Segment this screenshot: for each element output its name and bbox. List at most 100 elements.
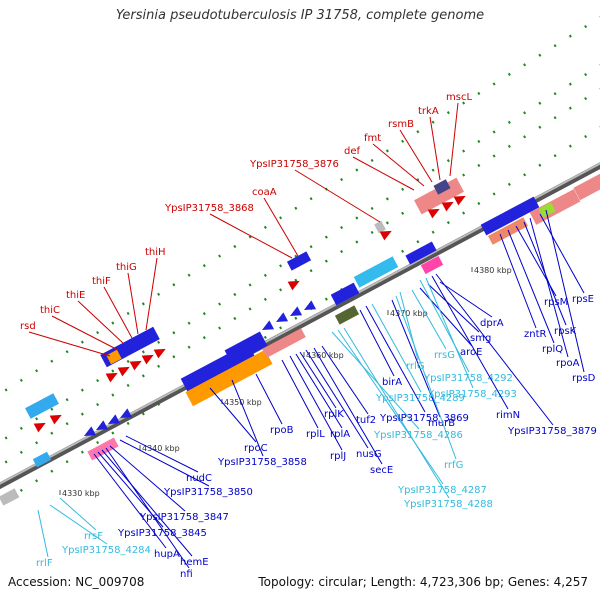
gene-label: fmt xyxy=(364,133,381,144)
gene-arrow xyxy=(129,360,142,371)
gene-label: rpoA xyxy=(556,358,580,369)
gene-label: nusG xyxy=(356,449,382,460)
gene-feature xyxy=(87,437,119,461)
gene-label: thiF xyxy=(92,276,111,287)
gene-leader-line xyxy=(313,347,383,465)
gene-leader-line xyxy=(429,116,441,181)
gene-feature xyxy=(334,305,360,325)
gene-label: YpsIP31758_4292 xyxy=(423,373,513,384)
accession-text: Accession: NC_009708 xyxy=(8,575,145,589)
gene-label: secE xyxy=(370,465,393,476)
gene-feature xyxy=(224,331,268,365)
scale-tick-label: 4330 kbp xyxy=(62,489,100,498)
gene-label: YpsIP31758_4286 xyxy=(373,430,463,441)
gene-arrow xyxy=(153,348,166,359)
gene-label: YpsIP31758_4289 xyxy=(375,393,465,404)
gene-label: YpsIP31758_3876 xyxy=(249,159,339,170)
gene-label: YpsIP31758_3850 xyxy=(163,487,253,498)
gene-leader-line xyxy=(299,351,337,409)
gene-label: coaA xyxy=(252,187,277,198)
gene-leader-line xyxy=(337,329,444,485)
gene-label: thiH xyxy=(145,247,166,258)
gene-feature xyxy=(414,177,464,215)
gene-leader-line xyxy=(399,291,419,361)
gene-leader-line xyxy=(435,273,554,426)
scale-tick-label: 4370 kbp xyxy=(390,309,428,318)
gene-label: rplL xyxy=(306,429,325,440)
gene-leader-line xyxy=(37,509,49,558)
gene-label: YpsIP31758_4284 xyxy=(61,545,151,556)
gene-label: rrsF xyxy=(84,531,103,542)
gene-arrow xyxy=(84,426,97,436)
gene-feature xyxy=(480,196,540,236)
gene-leader-line xyxy=(295,353,343,429)
gene-leader-line xyxy=(431,275,509,410)
gene-label: smg xyxy=(470,333,491,344)
gene-arrow xyxy=(120,408,133,418)
gene-label: thiC xyxy=(40,305,60,316)
gene-label: rpsE xyxy=(572,294,594,305)
gene-label: YpsIP31758_3879 xyxy=(507,426,597,437)
gene-arrow xyxy=(33,422,46,433)
scale-tick-label: 4360 kbp xyxy=(306,351,344,360)
gene-label: zntR xyxy=(524,329,547,340)
gene-leader-line xyxy=(59,497,97,531)
gene-leader-line xyxy=(359,309,395,377)
gene-leader-line xyxy=(101,449,193,557)
gene-leader-line xyxy=(529,217,569,358)
gene-label: rimN xyxy=(496,410,520,421)
gene-leader-line xyxy=(399,129,433,183)
gene-label: rrlG xyxy=(406,361,425,372)
gene-label: nfi xyxy=(180,569,193,580)
scale-tick-label: 4350 kbp xyxy=(224,398,262,407)
gene-feature xyxy=(100,326,160,368)
gene-feature xyxy=(374,220,386,234)
gene-leader-line xyxy=(365,305,426,413)
gene-leader-line xyxy=(371,303,422,393)
gene-leader-line xyxy=(125,435,199,473)
gene-leader-line xyxy=(427,283,480,333)
gene-label: YpsIP31758_4287 xyxy=(397,485,487,496)
gene-label: YpsIP31758_3845 xyxy=(117,528,207,539)
gene-leader-line xyxy=(507,229,555,344)
gene-leader-line xyxy=(119,439,210,487)
gene-arrow xyxy=(262,320,275,330)
gene-label: rsd xyxy=(20,321,36,332)
genome-title: Yersinia pseudotuberculosis IP 31758, co… xyxy=(115,8,485,23)
gene-leader-line xyxy=(539,213,585,294)
gene-leader-line xyxy=(289,355,343,451)
gene-arrow xyxy=(427,208,440,219)
gene-leader-line xyxy=(331,331,420,430)
gene-arrow xyxy=(290,306,303,316)
gene-label: def xyxy=(344,146,361,157)
gene-label: thiE xyxy=(66,290,85,301)
gene-label: YpsIP31758_3868 xyxy=(164,203,254,214)
gene-label: rrfG xyxy=(444,460,463,471)
gene-label: rpsK xyxy=(554,326,577,337)
gene-feature xyxy=(538,202,556,218)
gene-leader-line xyxy=(281,359,319,429)
scale-tick-label: 4340 kbp xyxy=(142,444,180,453)
guide-dot-line xyxy=(0,16,600,396)
gene-label: hupA xyxy=(154,549,180,560)
gene-leader-line xyxy=(209,387,257,443)
gene-arrow xyxy=(49,414,62,425)
gene-label: rpoC xyxy=(244,443,268,454)
gene-leader-line xyxy=(109,445,186,512)
gene-label: YpsIP31758_4293 xyxy=(427,389,517,400)
gene-label: murB xyxy=(428,418,455,429)
gene-label: YpsIP31758_3847 xyxy=(139,512,229,523)
gene-label: nudC xyxy=(186,473,212,484)
gene-leader-line xyxy=(343,327,450,499)
gene-label: birA xyxy=(382,377,402,388)
gene-leader-line xyxy=(425,277,474,389)
gene-leader-line xyxy=(231,379,264,457)
gene-leader-line xyxy=(411,289,447,350)
gene-label: rsmB xyxy=(388,119,414,130)
gene-label: rplA xyxy=(330,429,350,440)
gene-feature xyxy=(353,256,399,288)
gene-leader-line xyxy=(419,287,473,347)
gene-arrow xyxy=(117,366,130,377)
